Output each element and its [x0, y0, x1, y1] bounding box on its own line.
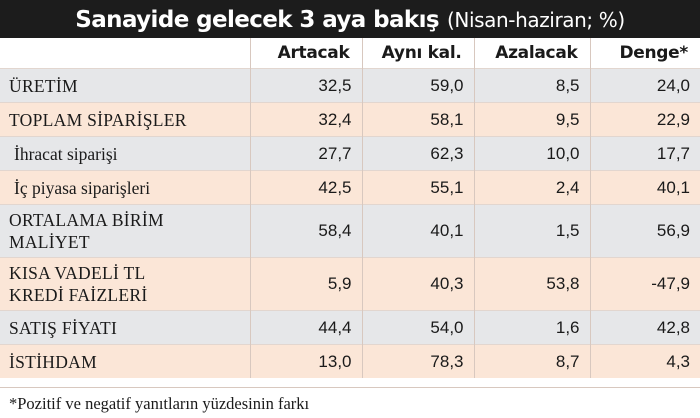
row-label: İSTİHDAM — [0, 344, 250, 378]
cell-value: 4,3 — [589, 344, 700, 378]
row-label: KISA VADELİ TL KREDİ FAİZLERİ — [0, 257, 250, 311]
row-label-line: MALİYET — [9, 232, 90, 252]
cell-value: 55,1 — [361, 170, 474, 205]
data-table: Artacak Aynı kal. Azalacak Denge* ÜRETİM… — [0, 38, 700, 378]
cell-value: 40,3 — [361, 257, 474, 311]
row-label: SATIŞ FİYATI — [0, 310, 250, 345]
table-row: ÜRETİM 32,5 59,0 8,5 24,0 — [0, 68, 700, 103]
cell-value: 40,1 — [589, 170, 700, 205]
row-label-line: TOPLAM SİPARİŞLER — [9, 109, 187, 130]
cell-value: 78,3 — [361, 344, 474, 378]
cell-value: 27,7 — [249, 136, 362, 171]
cell-value: 32,4 — [249, 102, 362, 137]
row-label: TOPLAM SİPARİŞLER — [0, 102, 250, 137]
footnote: *Pozitif ve negatif yanıtların yüzdesini… — [9, 394, 310, 413]
cell-value: 10,0 — [473, 136, 590, 171]
cell-value: 56,9 — [589, 204, 700, 258]
table-body: ÜRETİM 32,5 59,0 8,5 24,0 TOPLAM SİPARİŞLER 32… — [0, 68, 700, 378]
row-label: İhracat siparişi — [0, 136, 250, 171]
cell-value: 40,1 — [361, 204, 474, 258]
row-label-line: KREDİ FAİZLERİ — [9, 285, 148, 305]
table-row: SATIŞ FİYATI 44,4 54,0 1,6 42,8 — [0, 310, 700, 345]
cell-value: 54,0 — [361, 310, 474, 345]
column-header: Artacak — [249, 38, 362, 69]
cell-value: 2,4 — [473, 170, 590, 205]
cell-value: 58,1 — [361, 102, 474, 137]
bottom-divider — [0, 387, 700, 388]
column-header: Azalacak — [473, 38, 590, 69]
row-label-line: ORTALAMA BİRİM — [9, 210, 164, 230]
table-row: İhracat siparişi 27,7 62,3 10,0 17,7 — [0, 136, 700, 171]
cell-value: 53,8 — [473, 257, 590, 311]
cell-value: 62,3 — [361, 136, 474, 171]
cell-value: 9,5 — [473, 102, 590, 137]
row-label: ORTALAMA BİRİM MALİYET — [0, 204, 250, 258]
cell-value: 59,0 — [361, 68, 474, 103]
cell-value: 44,4 — [249, 310, 362, 345]
chart-subtitle: (Nisan-haziran; %) — [446, 7, 625, 32]
cell-value: 1,5 — [473, 204, 590, 258]
column-header: Aynı kal. — [361, 38, 474, 69]
cell-value: 58,4 — [249, 204, 362, 258]
cell-value: 13,0 — [249, 344, 362, 378]
row-label: ÜRETİM — [0, 68, 250, 103]
row-label-line: SATIŞ FİYATI — [9, 317, 118, 338]
row-label-line: ÜRETİM — [9, 75, 78, 96]
row-label-line: İSTİHDAM — [9, 351, 97, 372]
cell-value: 1,6 — [473, 310, 590, 345]
cell-value: 8,7 — [473, 344, 590, 378]
chart-title: Sanayide gelecek 3 aya bakış — [75, 6, 439, 33]
header-blank — [0, 38, 250, 69]
table-row: KISA VADELİ TL KREDİ FAİZLERİ 5,9 40,3 53,8-… — [0, 257, 700, 311]
cell-value: 32,5 — [249, 68, 362, 103]
cell-value: 8,5 — [473, 68, 590, 103]
cell-value: 22,9 — [589, 102, 700, 137]
cell-value: 42,5 — [249, 170, 362, 205]
cell-value: 42,8 — [589, 310, 700, 345]
header-row: Artacak Aynı kal. Azalacak Denge* — [0, 38, 700, 69]
table-row: TOPLAM SİPARİŞLER 32,4 58,1 9,5 22,9 — [0, 102, 700, 137]
cell-value: 17,7 — [589, 136, 700, 171]
row-label-line: KISA VADELİ TL — [9, 263, 146, 283]
table-row: İç piyasa siparişleri 42,5 55,1 2,4 40,1 — [0, 170, 700, 205]
table-row: İSTİHDAM 13,0 78,3 8,7 4,3 — [0, 344, 700, 378]
column-header: Denge* — [589, 38, 700, 69]
title-bar: Sanayide gelecek 3 aya bakış (Nisan-hazi… — [0, 0, 700, 38]
row-label: İç piyasa siparişleri — [0, 170, 250, 205]
row-label-line: İç piyasa siparişleri — [14, 177, 151, 198]
table-row: ORTALAMA BİRİM MALİYET 58,4 40,1 1,5 56,9 — [0, 204, 700, 258]
cell-value: 24,0 — [589, 68, 700, 103]
row-label-line: İhracat siparişi — [14, 143, 118, 164]
cell-value: 5,9 — [249, 257, 362, 311]
cell-value: -47,9 — [589, 257, 700, 311]
